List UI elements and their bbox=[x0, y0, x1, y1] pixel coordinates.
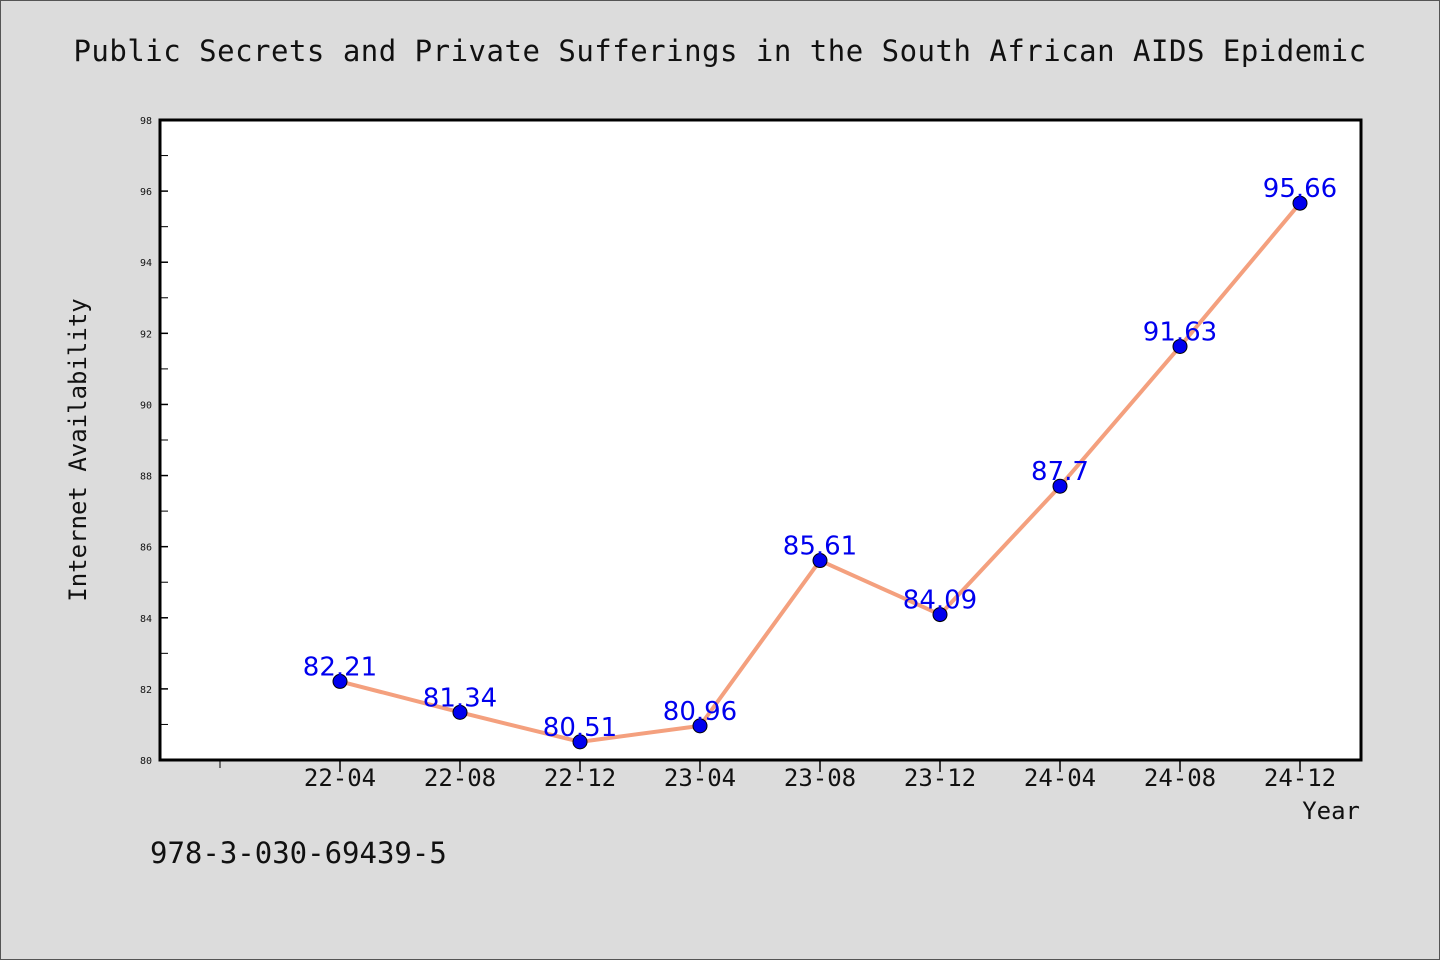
x-tick-label: 24-04 bbox=[1024, 764, 1096, 792]
data-value-label: 91.63 bbox=[1143, 317, 1217, 347]
data-point-marker bbox=[1172, 338, 1188, 354]
isbn-text: 978-3-030-69439-5 bbox=[150, 836, 447, 870]
chart-title: Public Secrets and Private Sufferings in… bbox=[73, 34, 1367, 68]
data-point-marker bbox=[572, 734, 588, 750]
x-tick-label: 23-04 bbox=[664, 764, 736, 792]
y-tick-label: 92 bbox=[140, 329, 152, 340]
y-tick-label: 90 bbox=[140, 400, 152, 411]
data-point-marker bbox=[1052, 478, 1068, 494]
data-value-label: 82.21 bbox=[303, 652, 377, 682]
data-value-label: 80.51 bbox=[543, 713, 617, 743]
data-value-label: 87.7 bbox=[1031, 457, 1089, 487]
y-tick-label: 96 bbox=[140, 187, 152, 198]
y-tick-label: 94 bbox=[140, 258, 152, 269]
x-tick-label: 22-04 bbox=[304, 764, 376, 792]
y-tick-label: 98 bbox=[140, 116, 152, 127]
plot-area bbox=[158, 118, 1363, 762]
x-axis-label: Year bbox=[1302, 797, 1360, 825]
y-axis-label: Internet Availability bbox=[64, 298, 92, 601]
y-tick-label: 88 bbox=[140, 472, 152, 483]
data-point-marker bbox=[812, 553, 828, 569]
data-point-marker bbox=[692, 718, 708, 734]
x-tick-label: 22-08 bbox=[424, 764, 496, 792]
data-point-marker bbox=[452, 704, 468, 720]
y-tick-label: 86 bbox=[140, 543, 152, 554]
data-value-label: 81.34 bbox=[423, 683, 497, 713]
data-value-label: 80.96 bbox=[663, 697, 737, 727]
data-point-marker bbox=[1292, 195, 1308, 211]
x-tick-label: 24-12 bbox=[1264, 764, 1336, 792]
y-tick-label: 82 bbox=[140, 685, 152, 696]
x-tick-label: 24-08 bbox=[1144, 764, 1216, 792]
data-point-marker bbox=[932, 607, 948, 623]
x-tick-label: 22-12 bbox=[544, 764, 616, 792]
x-tick-label: 23-08 bbox=[784, 764, 856, 792]
y-tick-label: 80 bbox=[140, 756, 152, 767]
y-tick-label: 84 bbox=[140, 614, 152, 625]
data-value-label: 84.09 bbox=[903, 586, 977, 616]
x-tick-label: 23-12 bbox=[904, 764, 976, 792]
data-value-label: 85.61 bbox=[783, 532, 857, 562]
data-value-label: 95.66 bbox=[1263, 174, 1337, 204]
data-point-marker bbox=[332, 673, 348, 689]
